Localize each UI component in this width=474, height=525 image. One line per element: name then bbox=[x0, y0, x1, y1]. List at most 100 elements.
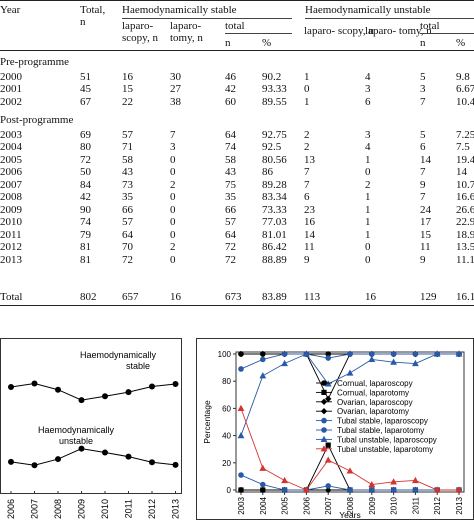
table-cell: 16 bbox=[304, 216, 315, 228]
table-cell: 0 bbox=[304, 83, 310, 95]
table-cell: 2000 bbox=[0, 70, 22, 83]
unstable-label-line1: Haemodynamically bbox=[38, 425, 115, 435]
section-label: Post-programme bbox=[0, 114, 74, 126]
total-cell: 83.89 bbox=[262, 291, 287, 303]
total-cell: Total bbox=[0, 291, 23, 303]
header-unstable-pct: % bbox=[456, 37, 466, 49]
table-cell: 0 bbox=[170, 203, 176, 216]
header-bottom-rule bbox=[0, 50, 474, 51]
legend-entry-label: Ovarian, laparotomy bbox=[337, 407, 409, 416]
legend-swatch-marker bbox=[320, 445, 328, 452]
table-cell: 2004 bbox=[0, 141, 22, 153]
table-cell: 0 bbox=[170, 228, 176, 241]
total-cell: 16 bbox=[170, 291, 181, 303]
left-data-point bbox=[125, 389, 132, 396]
left-data-point bbox=[78, 397, 85, 404]
table-cell: 4 bbox=[365, 141, 371, 153]
table-cell: 18.99 bbox=[456, 228, 474, 241]
right-data-point bbox=[346, 467, 354, 474]
table-cell: 1 bbox=[304, 95, 310, 108]
table-cell: 42 bbox=[80, 191, 91, 203]
table-cell: 9 bbox=[304, 253, 310, 266]
table-cell: 7 bbox=[304, 178, 310, 191]
table-cell: 9 bbox=[420, 178, 426, 191]
header-total-line2: n bbox=[80, 16, 86, 28]
data-table: Year Total, n Haemodynamically stable Ha… bbox=[0, 0, 474, 306]
table-cell: 30 bbox=[170, 70, 181, 83]
table-cell: 77.03 bbox=[262, 216, 287, 228]
table-cell: 27 bbox=[170, 83, 181, 95]
legend-entry-label: Tubal stable, laparotomy bbox=[337, 426, 424, 435]
table-cell: 57 bbox=[225, 216, 236, 228]
header-stable-total: total bbox=[225, 20, 245, 32]
table-cell: 7 bbox=[170, 128, 176, 141]
table-cell: 7 bbox=[420, 95, 426, 108]
legend-swatch-marker bbox=[321, 417, 327, 424]
right-data-point bbox=[325, 355, 331, 361]
table-cell: 64 bbox=[225, 128, 236, 141]
table-cell: 81 bbox=[80, 253, 91, 266]
left-series-line bbox=[10, 448, 176, 466]
stable-total-rule bbox=[225, 33, 292, 34]
table-cell: 15 bbox=[420, 228, 431, 241]
table-cell: 6.67 bbox=[456, 83, 474, 95]
table-cell: 6 bbox=[365, 95, 371, 108]
right-data-point bbox=[347, 487, 353, 493]
table-cell: 2 bbox=[365, 178, 371, 191]
table-cell: 88.89 bbox=[262, 253, 287, 266]
legend-entry-label: Tubal stable, laparoscopy bbox=[337, 417, 428, 426]
table-cell: 14 bbox=[456, 166, 467, 178]
table-cell: 50 bbox=[80, 166, 91, 178]
table-cell: 2010 bbox=[0, 216, 22, 228]
right-x-tick-label: 2004 bbox=[259, 496, 268, 514]
table-cell: 92.5 bbox=[262, 141, 282, 153]
legend-swatch-marker bbox=[320, 398, 328, 405]
table-cell: 92.75 bbox=[262, 128, 287, 141]
right-x-tick-label: 2010 bbox=[390, 496, 399, 514]
left-data-point bbox=[102, 393, 108, 400]
table-cell: 35 bbox=[225, 191, 236, 203]
table-cell: 15 bbox=[122, 83, 133, 95]
table-cell: 0 bbox=[170, 166, 176, 178]
right-data-point bbox=[412, 476, 419, 484]
table-cell: 2005 bbox=[0, 153, 22, 166]
left-data-point bbox=[149, 383, 155, 390]
right-y-tick-label: 80 bbox=[222, 377, 231, 386]
table-cell: 0 bbox=[170, 253, 176, 266]
left-x-tick-label: 2012 bbox=[147, 499, 157, 519]
right-data-point bbox=[412, 359, 419, 367]
right-x-tick-label: 2007 bbox=[324, 496, 333, 514]
table-cell: 14 bbox=[420, 153, 431, 166]
table-cell: 6 bbox=[304, 191, 310, 203]
header-stable-n: n bbox=[225, 37, 231, 49]
table-cell: 67 bbox=[80, 95, 91, 108]
table-cell: 66 bbox=[225, 203, 236, 216]
table-cell: 5 bbox=[420, 128, 426, 141]
table-cell: 5 bbox=[420, 70, 426, 83]
table-cell: 2007 bbox=[0, 178, 22, 191]
table-cell: 72 bbox=[80, 153, 91, 166]
left-chart-panel: 2006 2007 2008 2009 2010 2011 2012 2013 Haemodyn… bbox=[0, 338, 186, 520]
right-data-point bbox=[237, 404, 245, 411]
table-cell: 2008 bbox=[0, 191, 22, 203]
table-cell: 2012 bbox=[0, 241, 22, 253]
table-cell: 11 bbox=[420, 241, 431, 253]
table-cell: 2 bbox=[170, 178, 176, 191]
table-cell: 57 bbox=[122, 128, 133, 141]
left-x-tick-label: 2007 bbox=[30, 499, 40, 519]
table-cell: 58 bbox=[122, 153, 133, 166]
table-cell: 58 bbox=[225, 153, 236, 166]
right-data-point bbox=[347, 351, 353, 357]
right-y-tick-label: 0 bbox=[227, 486, 232, 495]
right-data-point bbox=[390, 358, 397, 365]
total-cell: 657 bbox=[122, 291, 139, 303]
table-cell: 22.97 bbox=[456, 216, 474, 228]
left-data-point bbox=[8, 458, 14, 465]
table-cell: 1 bbox=[365, 203, 371, 216]
total-cell: 673 bbox=[225, 291, 242, 303]
left-x-tick-label: 2010 bbox=[100, 499, 110, 519]
table-cell: 7 bbox=[420, 191, 426, 203]
right-data-point bbox=[369, 487, 375, 493]
total-cell: 16.10 bbox=[456, 291, 474, 303]
table-cell: 66 bbox=[122, 203, 133, 216]
